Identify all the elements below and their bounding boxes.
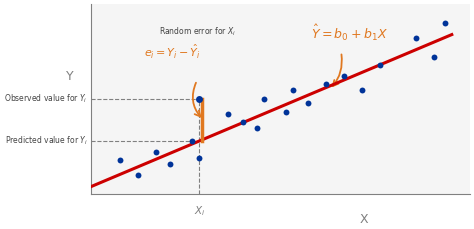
- Point: [441, 21, 448, 25]
- Point: [224, 113, 232, 116]
- Point: [322, 82, 329, 86]
- Text: Predicted value for $Y_i$: Predicted value for $Y_i$: [5, 135, 87, 147]
- Point: [376, 63, 383, 67]
- Text: Observed value for $Y_i$: Observed value for $Y_i$: [4, 93, 87, 105]
- Point: [430, 56, 438, 59]
- Point: [116, 158, 124, 162]
- Text: X: X: [359, 213, 368, 226]
- Point: [358, 88, 365, 92]
- Text: $e_i = Y_i - \hat{Y}_i$: $e_i = Y_i - \hat{Y}_i$: [144, 43, 201, 61]
- Point: [304, 101, 311, 105]
- Text: $X_i$: $X_i$: [193, 205, 205, 218]
- Point: [239, 120, 246, 124]
- Point: [134, 173, 142, 177]
- Text: Random error for $X_i$: Random error for $X_i$: [159, 26, 236, 38]
- Text: Y: Y: [66, 70, 74, 83]
- Text: $\hat{Y} = b_0 + b_1 X$: $\hat{Y} = b_0 + b_1 X$: [311, 23, 388, 43]
- Point: [340, 75, 347, 78]
- Point: [167, 162, 174, 166]
- Point: [195, 156, 203, 160]
- Point: [188, 139, 196, 143]
- Point: [282, 111, 290, 114]
- Point: [253, 126, 261, 130]
- Point: [412, 37, 419, 40]
- Point: [260, 97, 268, 101]
- Point: [195, 97, 203, 101]
- Point: [289, 88, 297, 92]
- Point: [152, 150, 160, 154]
